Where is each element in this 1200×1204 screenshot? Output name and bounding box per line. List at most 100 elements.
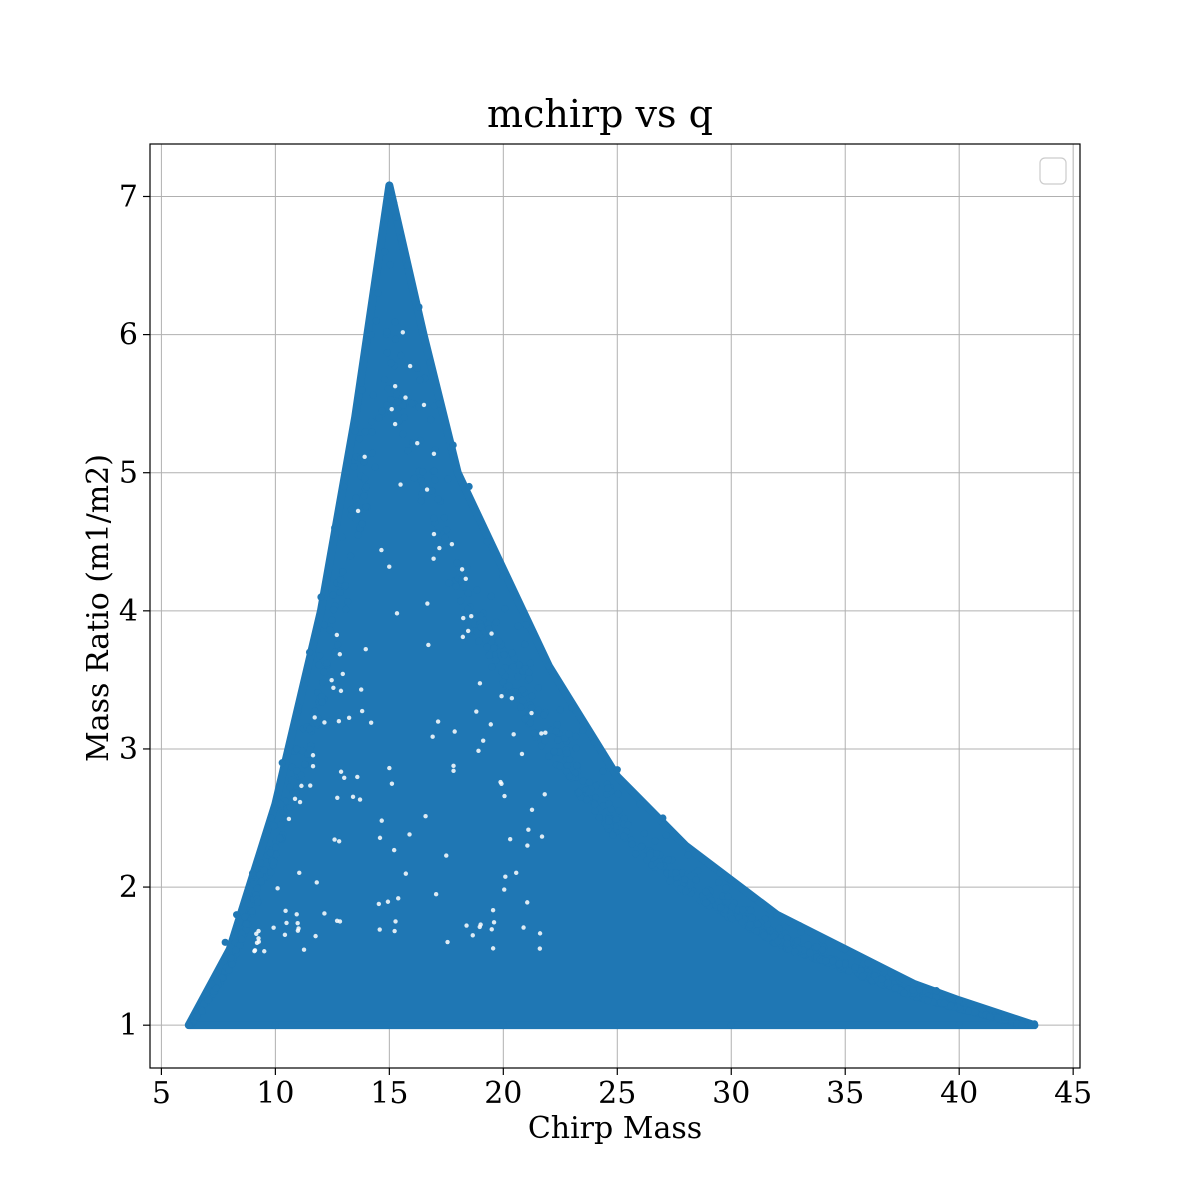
scatter-point [311, 707, 319, 715]
scatter-gap [299, 783, 304, 789]
scatter-gap [537, 946, 543, 951]
scatter-gap [502, 887, 507, 892]
scatter-point [381, 248, 389, 256]
scatter-gap [449, 541, 455, 547]
scatter-gap [292, 796, 298, 801]
scatter-point [453, 559, 461, 567]
scatter-point [495, 637, 503, 645]
scatter-gap [430, 734, 435, 739]
scatter-point [728, 903, 736, 911]
scatter-point [387, 359, 395, 367]
scatter-point [207, 980, 216, 988]
scatter-gap [543, 730, 548, 735]
scatter-point [614, 790, 622, 798]
scatter-point [464, 605, 472, 613]
scatter-point [482, 636, 490, 644]
scatter-point [248, 869, 257, 877]
scatter-gap [284, 920, 289, 926]
scatter-point [483, 643, 491, 651]
scatter-point [488, 663, 496, 671]
scatter-gap [312, 715, 317, 720]
scatter-gap [476, 748, 481, 754]
scatter-gap [256, 939, 261, 944]
scatter-point [818, 946, 827, 954]
scatter-point [492, 618, 500, 626]
scatter-point [552, 727, 560, 735]
scatter-gap [252, 948, 258, 953]
scatter-point [514, 622, 522, 630]
scatter-point [351, 427, 359, 435]
scatter-point [534, 706, 542, 714]
scatter-gap [310, 764, 316, 769]
scatter-point [257, 877, 266, 885]
scatter-gap [355, 508, 361, 514]
scatter-gap [424, 487, 430, 492]
scatter-point [383, 401, 391, 409]
scatter-gap [355, 774, 360, 780]
scatter-gap [398, 482, 403, 487]
scatter-point [508, 649, 516, 657]
scatter-gap [489, 631, 494, 636]
scatter-point [750, 894, 758, 902]
scatter-gap [275, 886, 280, 891]
scatter-point [565, 755, 574, 763]
scatter-point [320, 668, 328, 676]
scatter-point [857, 967, 865, 975]
scatter-point [193, 1013, 201, 1021]
scatter-gap [514, 870, 519, 876]
scatter-gap [415, 441, 420, 446]
scatter-gap [519, 751, 525, 757]
x-tick-label: 40 [940, 1076, 978, 1111]
scatter-gap [286, 816, 292, 822]
scatter-gap [423, 814, 428, 819]
scatter-point [445, 579, 453, 587]
scatter-point [955, 1021, 963, 1029]
scatter-point [829, 957, 837, 965]
scatter-point [624, 821, 632, 829]
scatter-point [605, 817, 613, 825]
y-tick-label: 2 [119, 870, 138, 905]
scatter-point [501, 604, 509, 613]
scatter-point [305, 725, 314, 733]
scatter-gap [477, 924, 482, 930]
scatter-point [441, 534, 449, 542]
scatter-gap [294, 912, 299, 917]
scatter-point [915, 986, 923, 994]
scatter-point [408, 399, 416, 408]
scatter-point [475, 637, 483, 645]
scatter-point [722, 884, 730, 892]
scatter-point [392, 390, 401, 398]
scatter-point [292, 745, 301, 753]
scatter-point [248, 907, 256, 915]
scatter-point [582, 796, 591, 804]
scatter-point [355, 435, 364, 443]
scatter-gap [407, 363, 413, 369]
y-tick-label: 6 [119, 318, 138, 353]
scatter-point [374, 289, 382, 297]
scatter-point [328, 616, 336, 624]
scatter-point [565, 772, 574, 781]
scatter-point [978, 1005, 986, 1013]
scatter-point [470, 620, 479, 628]
scatter-point [841, 945, 849, 953]
scatter-point [783, 934, 791, 942]
scatter-point [738, 918, 746, 926]
scatter-point [686, 881, 695, 889]
scatter-point [527, 704, 536, 712]
scatter-point [292, 767, 301, 775]
y-axis-ticks: 1 2 3 4 5 6 7 [119, 179, 150, 1043]
scatter-gap [314, 880, 319, 885]
scatter-gap [283, 908, 288, 914]
scatter-gap [461, 615, 466, 621]
scatter-gap [463, 576, 468, 581]
scatter-point [415, 303, 423, 311]
scatter-point [329, 591, 337, 599]
scatter-point [431, 476, 439, 484]
scatter-point [418, 490, 426, 498]
scatter-gap [503, 874, 508, 879]
scatter-gap [529, 807, 535, 812]
scatter-point [517, 703, 525, 711]
scatter-gap [480, 738, 486, 743]
scatter-point [271, 1021, 279, 1029]
scatter-point [673, 879, 681, 888]
